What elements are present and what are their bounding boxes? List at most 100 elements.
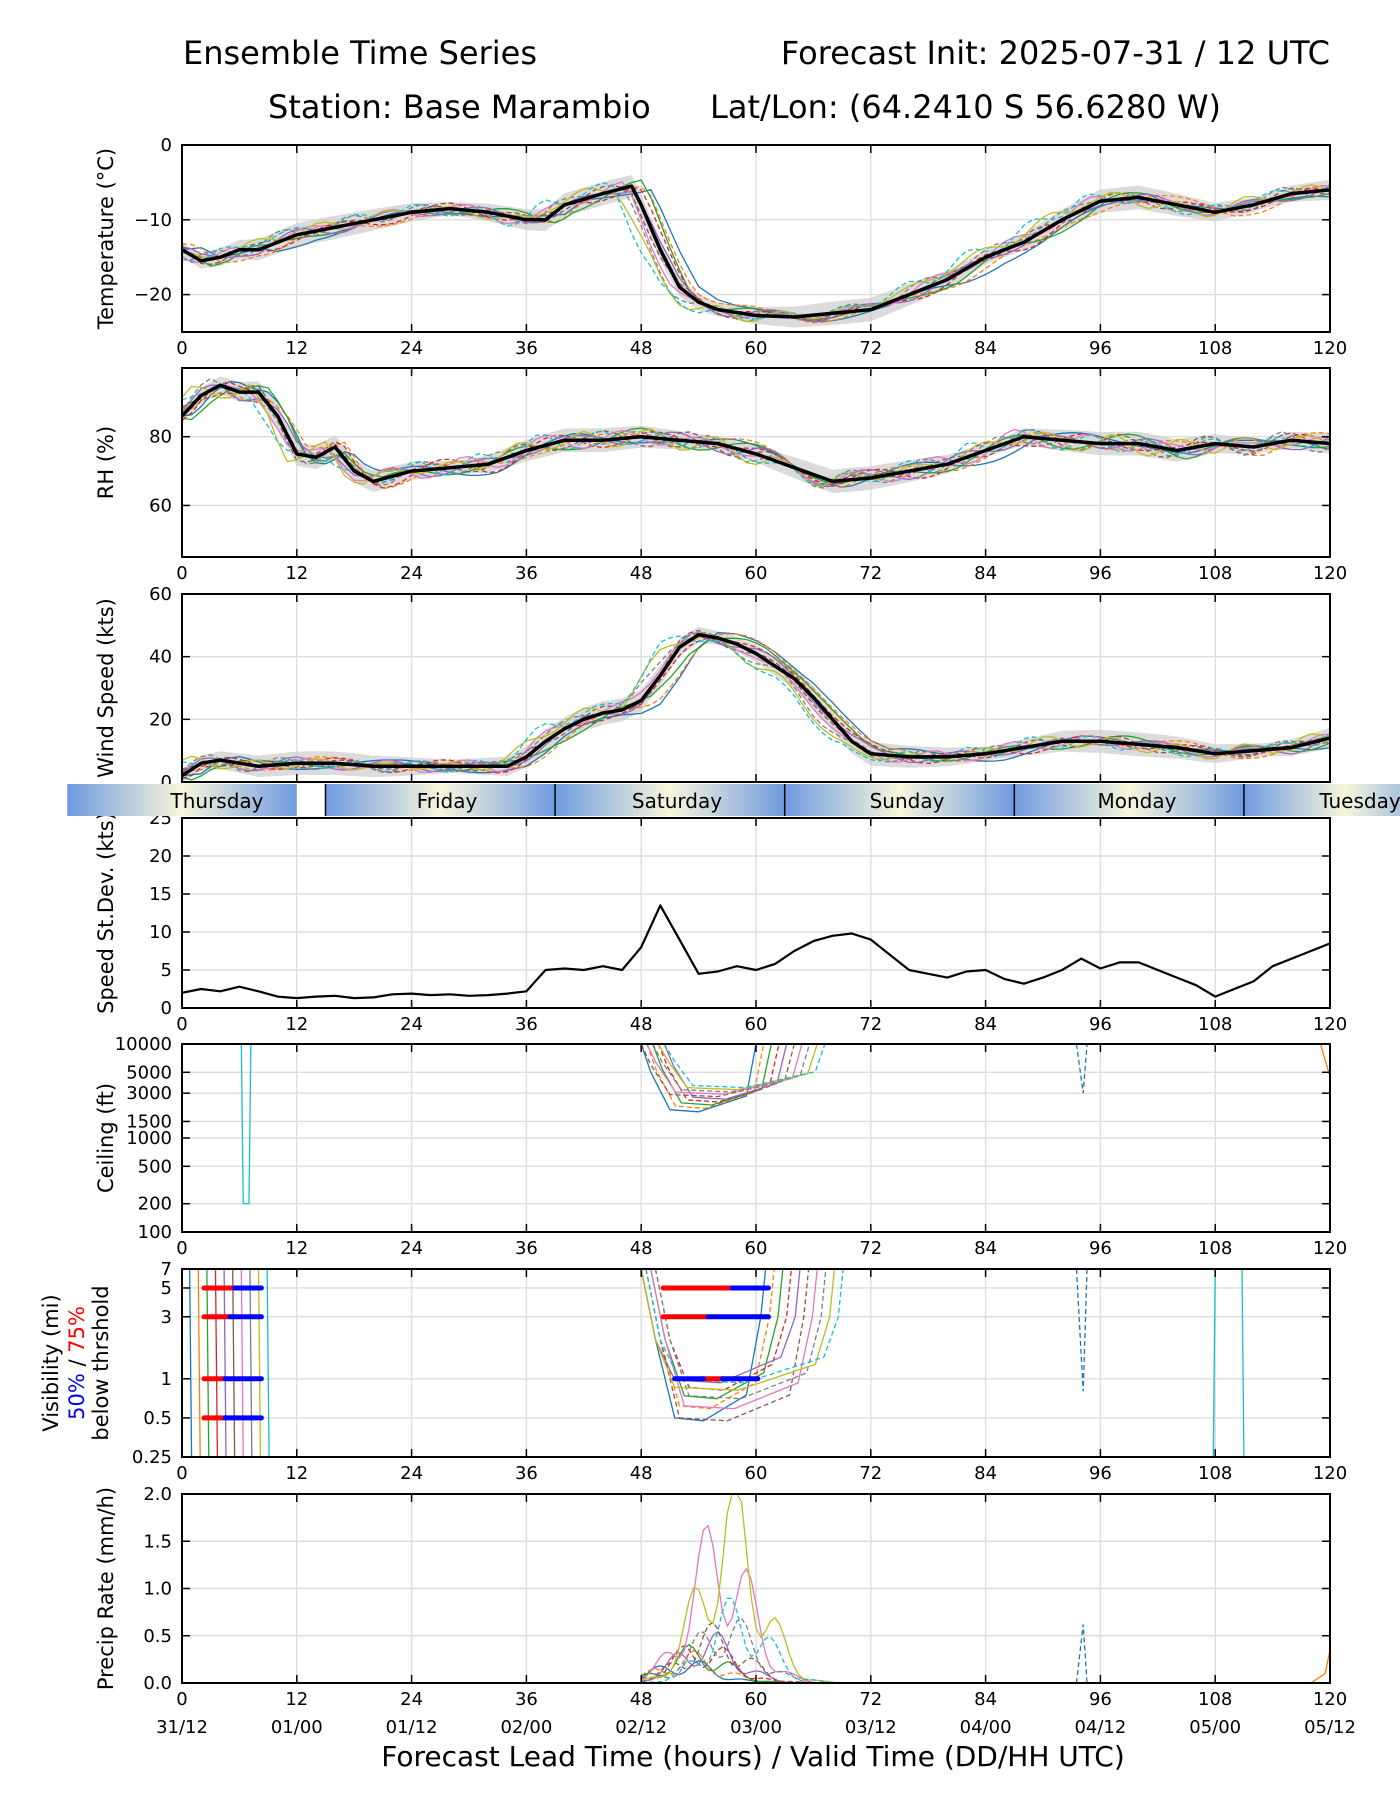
y-tick-label: 1500	[126, 1111, 172, 1132]
x-tick-label: 12	[285, 338, 308, 359]
x-date-tick-label: 01/00	[271, 1717, 323, 1738]
member-line	[652, 1044, 772, 1106]
x-tick-label: 36	[515, 1238, 538, 1259]
day-label-friday: Friday	[417, 789, 478, 813]
y-tick-label: 0	[161, 135, 172, 156]
member-line	[240, 1044, 252, 1205]
y-tick-label: 0.5	[143, 1626, 172, 1647]
x-tick-label: 60	[745, 1463, 768, 1484]
y-tick-label: 1	[161, 1369, 172, 1390]
y-tick-label: 500	[138, 1156, 172, 1177]
plot-area-rh	[182, 376, 1330, 494]
x-tick-label: 12	[285, 1014, 308, 1035]
y-tick-label: 5	[161, 1278, 172, 1299]
y-tick-label: 5	[161, 960, 172, 981]
x-tick-label: 72	[859, 1463, 882, 1484]
x-tick-label: 108	[1198, 1014, 1232, 1035]
x-date-tick-label: 02/12	[615, 1717, 667, 1738]
x-axis-label: Forecast Lead Time (hours) / Valid Time …	[381, 1740, 1125, 1773]
day-cell	[67, 784, 297, 816]
y-tick-label: 15	[149, 884, 172, 905]
y-tick-label: 3000	[126, 1083, 172, 1104]
x-tick-label: 0	[176, 1238, 187, 1259]
day-label-monday: Monday	[1098, 789, 1177, 813]
member-line	[182, 184, 1330, 323]
x-tick-label: 72	[859, 1238, 882, 1259]
ensemble-mean-line	[182, 632, 1330, 778]
x-date-tick-label: 02/00	[500, 1717, 552, 1738]
member-line	[652, 1044, 811, 1093]
y-tick-label: 1000	[126, 1128, 172, 1149]
panel-ceiling: 0 12 24 36 48 60 72 84 96 108 120 100 200 500 10001500…	[94, 1034, 1347, 1259]
x-tick-label: 0	[176, 563, 187, 584]
plot-area-speed-stdev	[182, 904, 1330, 1000]
stdev-line	[182, 904, 1330, 1000]
latlon-label: Lat/Lon: (64.2410 S 56.6280 W)	[710, 88, 1221, 126]
x-tick-label: 48	[630, 338, 653, 359]
x-tick-label: 60	[745, 338, 768, 359]
x-tick-label: 84	[974, 1014, 997, 1035]
y-tick-label: 60	[149, 584, 172, 605]
member-line	[650, 1269, 818, 1410]
y-tick-label: −20	[134, 285, 172, 306]
member-line	[182, 380, 1330, 488]
pct75-label: 75%	[65, 1306, 89, 1353]
x-tick-label: 24	[400, 1689, 423, 1710]
x-date-tick-label: 03/00	[730, 1717, 782, 1738]
plot-area-wind-speed	[182, 626, 1330, 782]
spread-band	[182, 376, 1330, 494]
x-tick-label: 36	[515, 1689, 538, 1710]
member-line	[1319, 1044, 1330, 1077]
member-line	[1241, 1269, 1245, 1457]
member-line	[240, 1269, 244, 1457]
y-tick-label: 1.0	[143, 1579, 172, 1600]
y-tick-label: 80	[149, 427, 172, 448]
day-label-sunday: Sunday	[870, 789, 945, 813]
x-tick-label: 108	[1198, 563, 1232, 584]
y-tick-label: 100	[138, 1222, 172, 1243]
member-line	[257, 1269, 262, 1457]
x-tick-label: 36	[515, 1463, 538, 1484]
y-axis-label-pct: 50% / 75%	[65, 1306, 89, 1420]
member-line	[182, 185, 1330, 323]
x-tick-label: 60	[745, 1689, 768, 1710]
x-tick-label: 60	[745, 1014, 768, 1035]
y-tick-label: 200	[138, 1194, 172, 1215]
y-tick-label: 40	[149, 647, 172, 668]
day-label-saturday: Saturday	[632, 789, 722, 813]
member-line	[663, 1044, 826, 1089]
x-tick-label: 108	[1198, 1463, 1232, 1484]
x-tick-label: 120	[1313, 1463, 1347, 1484]
member-line	[206, 1269, 210, 1457]
member-line	[641, 1597, 852, 1683]
member-line	[641, 1494, 852, 1683]
ensemble-mean-line	[182, 184, 1330, 319]
x-tick-label: 48	[630, 1238, 653, 1259]
panel-temperature: 0 12 24 36 48 60 72 84 96 108 120 0 −10 −20 Temperatur…	[94, 135, 1347, 359]
member-line	[223, 1269, 227, 1457]
member-line	[189, 1269, 193, 1457]
member-line	[1075, 1269, 1088, 1392]
member-line	[182, 632, 1330, 773]
y-tick-label: 2.0	[143, 1484, 172, 1505]
y-tick-label: −10	[134, 210, 172, 231]
member-line	[663, 1044, 788, 1100]
y-tick-label: 3	[161, 1307, 172, 1328]
panels: 0 12 24 36 48 60 72 84 96 108 1200−10−20Temperatur…	[39, 135, 1356, 1738]
day-cell	[325, 784, 556, 816]
member-line	[232, 1269, 236, 1457]
x-date-tick-label: 04/12	[1074, 1717, 1126, 1738]
member-line	[657, 1044, 818, 1091]
y-axis-label: Ceiling (ft)	[94, 1083, 118, 1193]
x-tick-label: 96	[1089, 338, 1112, 359]
y-tick-label: 10000	[115, 1034, 172, 1055]
station-label: Station: Base Marambio	[268, 88, 651, 126]
day-label-thursday: Thursday	[170, 789, 264, 813]
x-tick-label: 84	[974, 1689, 997, 1710]
x-tick-label: 60	[745, 563, 768, 584]
x-tick-label: 96	[1089, 1689, 1112, 1710]
title-left: Ensemble Time Series	[183, 34, 537, 72]
member-line	[182, 385, 1330, 485]
